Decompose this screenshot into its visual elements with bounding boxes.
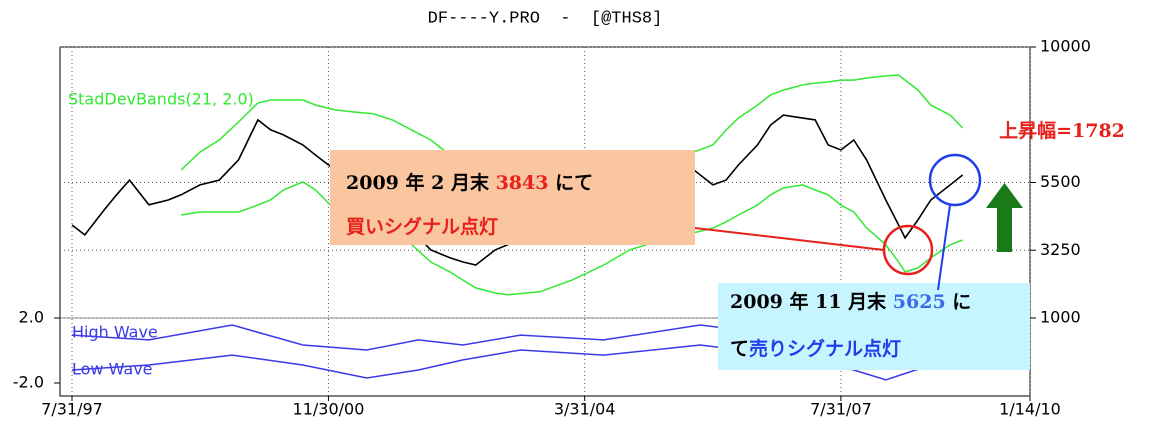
rise-text: 上昇幅=1782 bbox=[999, 119, 1125, 142]
y-tick-label: 1000 bbox=[1040, 308, 1081, 327]
rise-arrow bbox=[986, 183, 1023, 208]
rise-arrow bbox=[997, 207, 1012, 252]
x-tick-label: 1/14/10 bbox=[999, 400, 1061, 419]
sell-box bbox=[718, 283, 1030, 370]
sell-text: て売りシグナル点灯 bbox=[730, 337, 901, 360]
sell-circle bbox=[928, 153, 982, 207]
buy-pointer bbox=[694, 227, 885, 251]
buy-circle bbox=[882, 224, 934, 276]
sell-pointer bbox=[937, 204, 951, 291]
y-tick-label: 2.0 bbox=[19, 308, 44, 327]
band-lower bbox=[180, 181, 963, 296]
y-tick-label: 3250 bbox=[1040, 240, 1081, 259]
wave-line bbox=[71, 344, 963, 381]
chart-title: DF----Y.PRO - [@THS8] bbox=[428, 9, 663, 28]
legend-entry: High Wave bbox=[72, 323, 158, 342]
band-label: StadDevBands(21, 2.0) bbox=[68, 90, 254, 109]
y-tick-label: 5500 bbox=[1040, 172, 1081, 191]
buy-box bbox=[330, 150, 695, 245]
x-tick-label: 3/31/04 bbox=[554, 400, 616, 419]
x-tick-label: 7/31/97 bbox=[41, 400, 103, 419]
x-tick-label: 11/30/00 bbox=[293, 400, 365, 419]
y-tick-label: 10000 bbox=[1040, 37, 1091, 56]
legend-entry: Low Wave bbox=[72, 360, 153, 379]
buy-text: 買いシグナル点灯 bbox=[346, 215, 498, 238]
y-tick-label: -2.0 bbox=[13, 373, 44, 392]
buy-text: 2009 年 2 月末 3843 にて bbox=[346, 171, 593, 194]
price-line bbox=[71, 114, 964, 266]
x-tick-label: 7/31/07 bbox=[810, 400, 872, 419]
marks bbox=[54, 46, 1036, 401]
sell-text: 2009 年 11 月末 5625 に bbox=[730, 290, 971, 313]
